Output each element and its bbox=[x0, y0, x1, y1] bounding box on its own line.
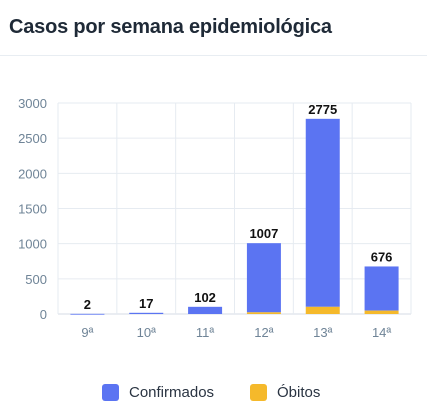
x-tick-label: 13ª bbox=[313, 325, 332, 340]
bar-confirmados[interactable] bbox=[364, 266, 399, 311]
y-tick-label: 1000 bbox=[18, 237, 47, 252]
x-tick-label: 11ª bbox=[196, 325, 214, 340]
bar-total-label: 17 bbox=[139, 296, 153, 311]
y-tick-label: 0 bbox=[40, 307, 47, 322]
bar-confirmados[interactable] bbox=[188, 306, 223, 314]
bar-obitos[interactable] bbox=[305, 306, 340, 314]
bar-total-label: 2775 bbox=[308, 102, 337, 117]
grid-lines bbox=[57, 102, 412, 315]
legend-swatch-obitos bbox=[250, 384, 267, 401]
y-tick-label: 2000 bbox=[18, 166, 47, 181]
stacked-bar-chart: 0 500 1000 1500 2000 2500 3000 2 17 102 1007 2775 6… bbox=[18, 96, 412, 340]
bar-total-label: 676 bbox=[371, 249, 393, 264]
bar-total-label: 2 bbox=[84, 297, 91, 312]
bar-series bbox=[70, 118, 399, 315]
x-tick-label: 12ª bbox=[254, 325, 273, 340]
y-tick-label: 3000 bbox=[18, 96, 47, 111]
legend-label-confirmados: Confirmados bbox=[129, 384, 215, 401]
bar-obitos[interactable] bbox=[246, 312, 281, 314]
x-tick-label: 9ª bbox=[81, 325, 93, 340]
y-tick-label: 500 bbox=[25, 272, 47, 287]
bar-confirmados[interactable] bbox=[70, 313, 105, 315]
bar-confirmados[interactable] bbox=[129, 312, 164, 314]
chart-legend: Confirmados Óbitos bbox=[0, 382, 427, 404]
bar-total-label: 1007 bbox=[249, 226, 278, 241]
x-tick-label: 10ª bbox=[137, 325, 156, 340]
x-tick-label: 14ª bbox=[372, 325, 391, 340]
bar-confirmados[interactable] bbox=[305, 118, 340, 307]
x-axis-tick-labels: 9ª 10ª 11ª 12ª 13ª 14ª bbox=[81, 325, 391, 340]
chart-header: Casos por semana epidemiológica bbox=[0, 0, 427, 56]
bar-confirmados[interactable] bbox=[246, 243, 281, 313]
y-tick-label: 1500 bbox=[18, 202, 47, 217]
legend-swatch-confirmados bbox=[102, 384, 119, 401]
y-axis-tick-labels: 0 500 1000 1500 2000 2500 3000 bbox=[18, 96, 47, 322]
bar-total-labels: 2 17 102 1007 2775 676 bbox=[84, 102, 393, 312]
y-tick-label: 2500 bbox=[18, 131, 47, 146]
bar-total-label: 102 bbox=[194, 290, 216, 305]
legend-label-obitos: Óbitos bbox=[277, 384, 321, 401]
chart-title: Casos por semana epidemiológica bbox=[9, 16, 332, 38]
bar-obitos[interactable] bbox=[364, 310, 399, 314]
